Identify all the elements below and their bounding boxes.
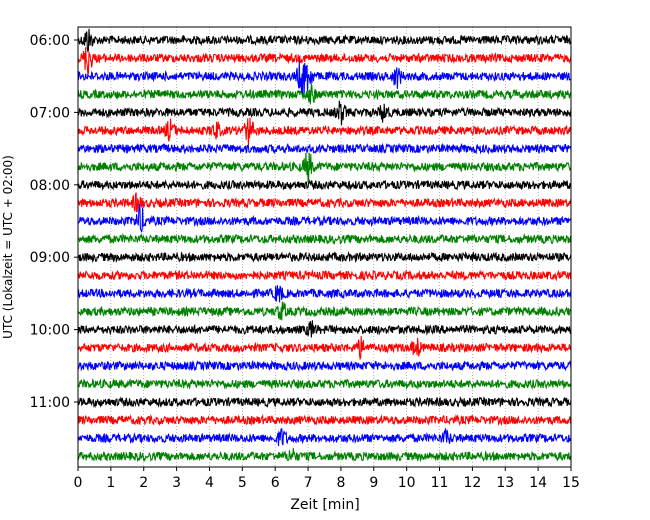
trace-0815 [77, 192, 572, 213]
trace-0945 [77, 301, 572, 321]
trace-0915 [77, 269, 572, 282]
y-tick-label: 09:00 [30, 250, 70, 266]
x-tick-label: 15 [562, 475, 580, 491]
x-tick-label: 13 [496, 475, 514, 491]
trace-0645 [77, 83, 572, 105]
x-tick-label: 7 [304, 475, 313, 491]
trace-0930 [77, 285, 572, 303]
x-tick-label: 12 [463, 475, 481, 491]
grid-lines [110, 27, 539, 467]
y-tick-label: 10:00 [30, 323, 70, 339]
trace-0630 [77, 60, 572, 96]
y-axis-label: UTC (Lokalzeit = UTC + 02:00) [1, 155, 15, 339]
x-tick-label: 10 [398, 475, 416, 491]
x-axis-label: Zeit [min] [290, 497, 359, 513]
trace-0845 [77, 232, 572, 246]
x-tick-label: 4 [205, 475, 214, 491]
y-tick-label: 07:00 [30, 105, 70, 121]
trace-0745 [77, 152, 572, 183]
trace-1100 [77, 396, 572, 409]
x-tick-label: 8 [336, 475, 345, 491]
trace-1045 [77, 377, 572, 390]
trace-0700 [77, 100, 572, 126]
x-tick-label: 11 [431, 475, 449, 491]
trace-1130 [77, 428, 572, 447]
x-tick-label: 2 [139, 475, 148, 491]
x-tick-label: 9 [369, 475, 378, 491]
trace-0615 [77, 47, 572, 76]
x-tick-label: 5 [238, 475, 247, 491]
seismic-traces [77, 28, 572, 463]
trace-0600 [77, 28, 572, 53]
trace-1000 [77, 320, 572, 338]
y-axis-ticks: 06:00 07:00 08:00 09:00 10:00 11:00 [30, 33, 78, 411]
trace-1015 [77, 335, 572, 361]
trace-1145 [77, 448, 572, 463]
plot-frame [77, 26, 572, 468]
y-tick-label: 08:00 [30, 178, 70, 194]
x-axis-ticks: 0 1 2 3 4 5 6 7 8 9 10 11 12 13 14 15 [74, 467, 580, 491]
trace-1115 [77, 413, 572, 427]
x-tick-label: 0 [74, 475, 83, 491]
y-tick-label: 06:00 [30, 33, 70, 49]
trace-1030 [77, 359, 572, 372]
x-tick-label: 1 [106, 475, 115, 491]
trace-0715 [77, 117, 572, 147]
trace-0900 [77, 250, 572, 264]
x-tick-label: 3 [172, 475, 181, 491]
trace-0800 [77, 179, 572, 191]
trace-0830 [77, 204, 572, 233]
y-tick-label: 11:00 [30, 395, 70, 411]
x-tick-label: 14 [529, 475, 547, 491]
x-tick-label: 6 [271, 475, 280, 491]
trace-0730 [77, 142, 572, 155]
